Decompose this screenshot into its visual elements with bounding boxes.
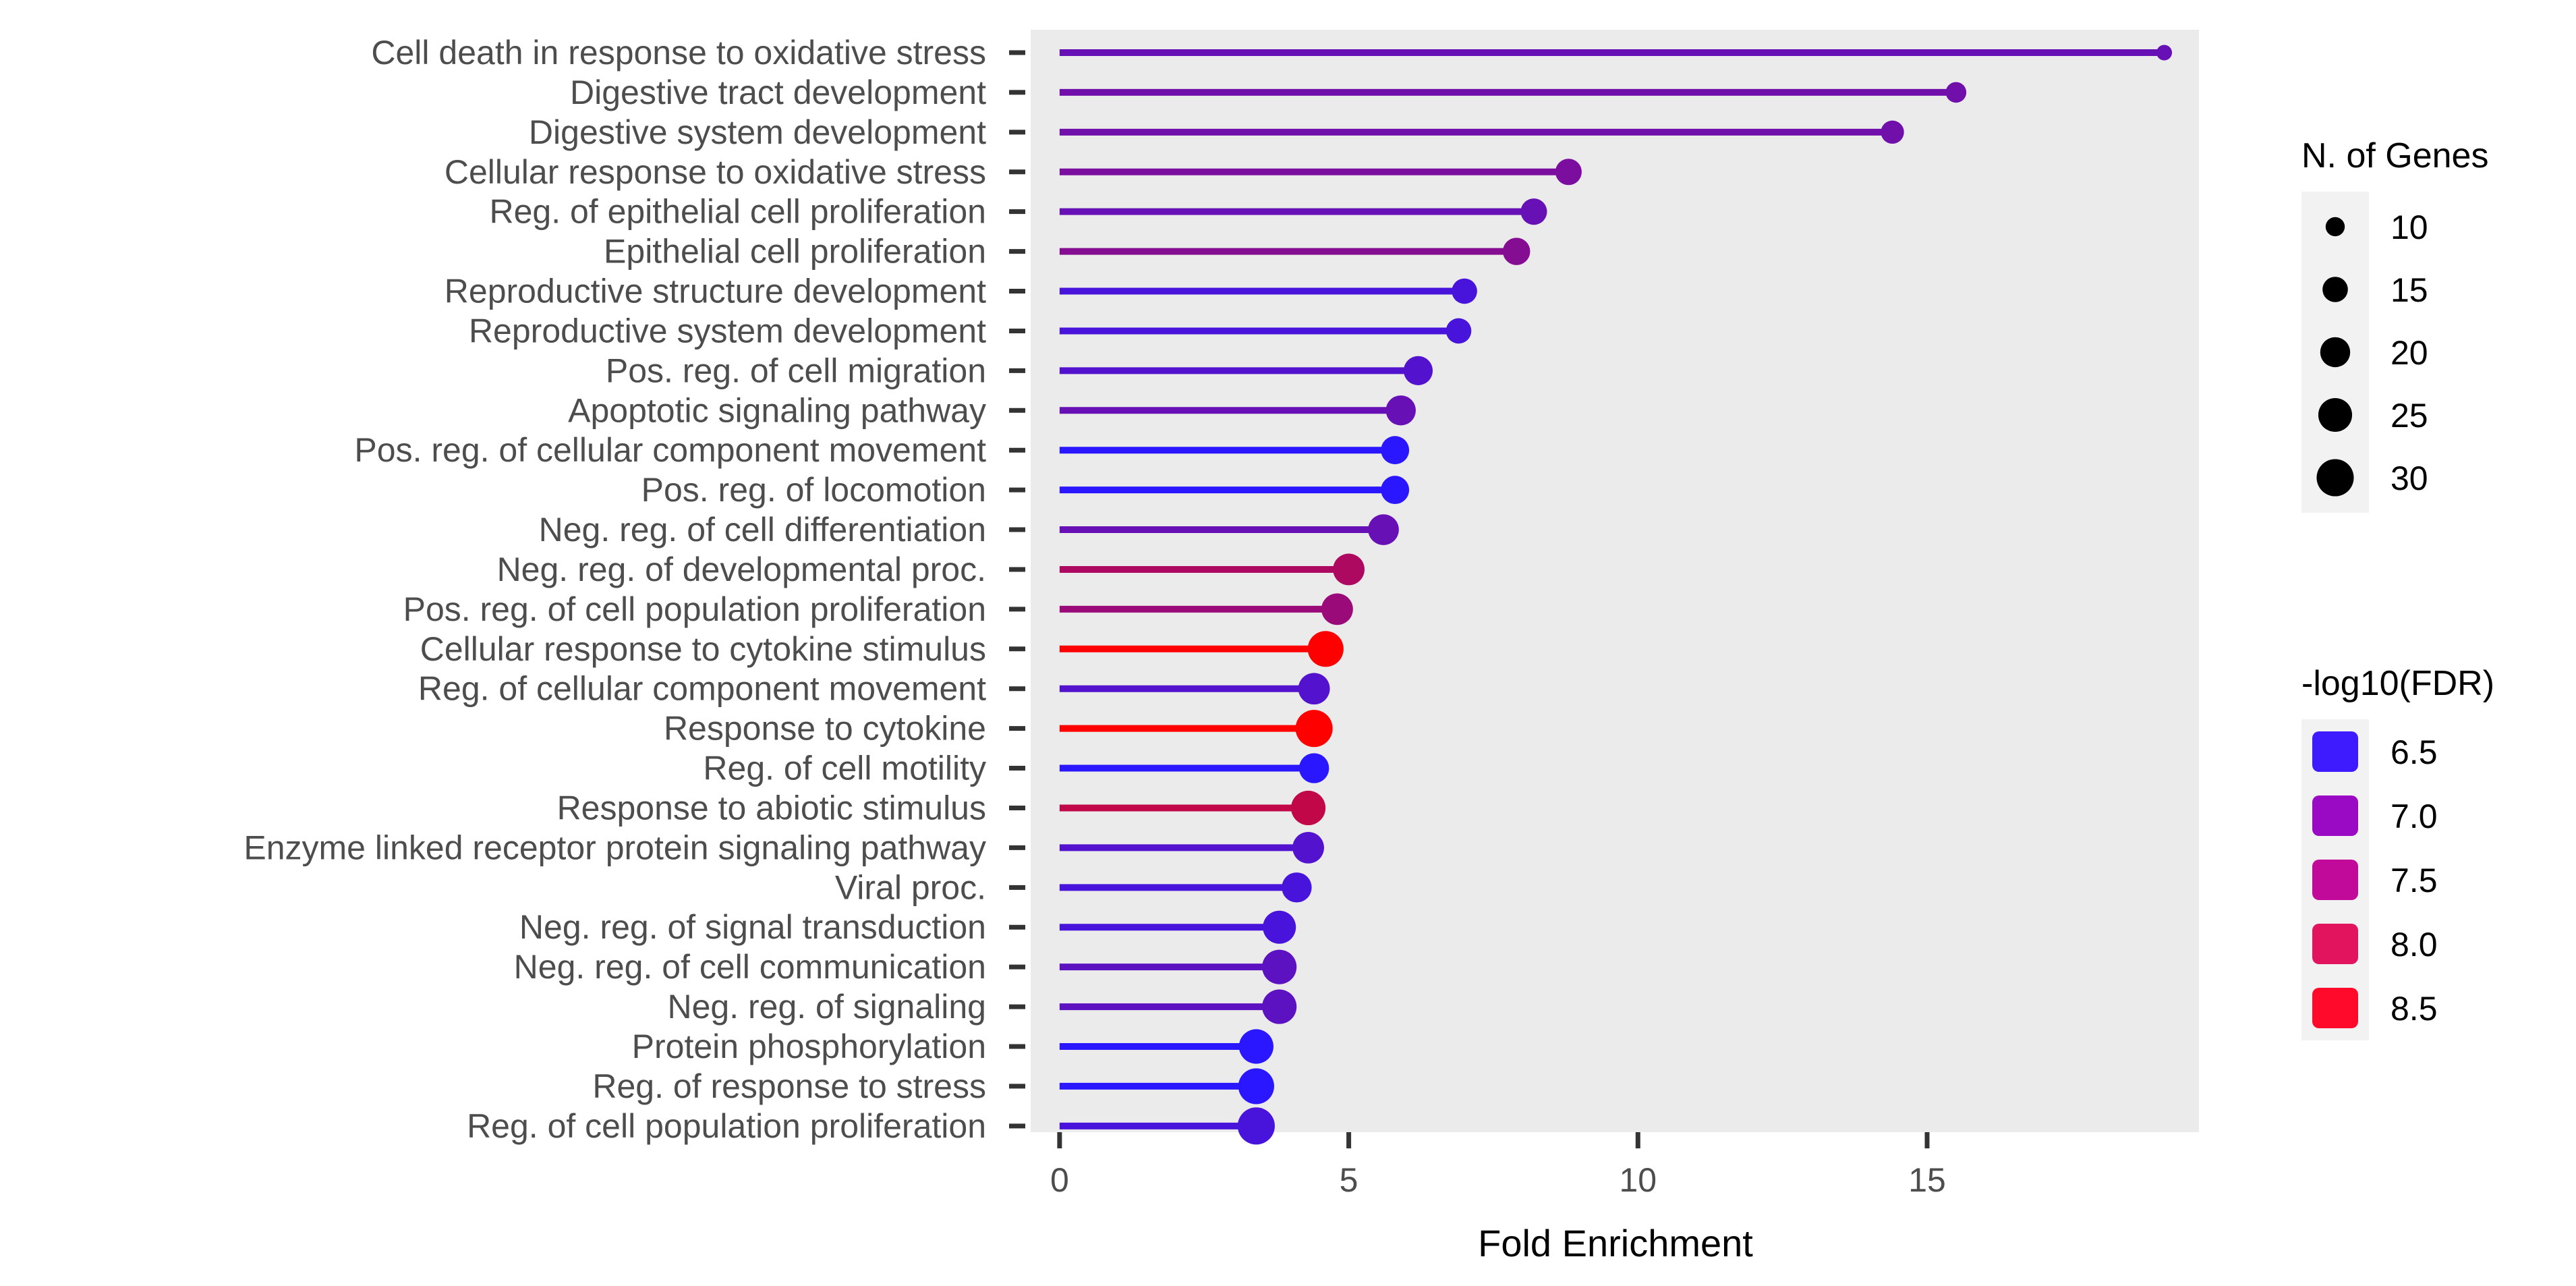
category-label: Apoptotic signaling pathway	[568, 391, 986, 429]
color-legend-swatch	[2312, 924, 2358, 964]
color-legend-swatch	[2312, 731, 2358, 772]
lollipop-point	[1298, 753, 1329, 783]
category-label: Neg. reg. of cell differentiation	[539, 511, 986, 549]
lollipop-point	[1403, 356, 1433, 385]
category-label: Reg. of cell population proliferation	[467, 1107, 986, 1145]
category-label: Neg. reg. of signal transduction	[519, 908, 986, 946]
size-legend-dot	[2318, 397, 2353, 432]
color-legend: -log10(FDR) 6.5 7.0 7.5 8.0 8.5	[2301, 664, 2494, 1040]
category-label: Digestive system development	[529, 113, 986, 151]
category-label: Cellular response to cytokine stimulus	[420, 630, 986, 668]
lollipop-point	[1295, 710, 1333, 748]
x-tick-label: 10	[1619, 1161, 1657, 1199]
color-legend-title: -log10(FDR)	[2301, 664, 2494, 703]
size-legend-dot	[2322, 277, 2348, 302]
category-label: Epithelial cell proliferation	[604, 233, 986, 271]
lollipop-point	[1238, 1029, 1273, 1064]
color-legend-label: 8.5	[2391, 990, 2438, 1028]
category-label: Reg. of response to stress	[592, 1067, 986, 1105]
lollipop-point	[1452, 278, 1477, 304]
color-legend-swatch	[2312, 988, 2358, 1028]
category-label: Enzyme linked receptor protein signaling…	[244, 829, 986, 866]
category-label: Reproductive structure development	[445, 273, 986, 310]
lollipop-point	[1263, 910, 1296, 944]
category-label: Pos. reg. of cell population proliferati…	[403, 590, 986, 628]
category-label: Neg. reg. of cell communication	[514, 948, 986, 986]
lollipop-point	[1368, 514, 1399, 545]
lollipop-point	[1555, 159, 1582, 186]
color-legend-label: 6.5	[2391, 733, 2438, 771]
category-label: Digestive tract development	[570, 74, 986, 111]
category-label: Response to abiotic stimulus	[557, 789, 986, 827]
lollipop-point	[1290, 790, 1326, 826]
size-legend-label: 25	[2391, 397, 2428, 435]
lollipop-point	[1385, 395, 1416, 426]
lollipop-point	[1381, 476, 1410, 505]
size-legend-title: N. of Genes	[2301, 136, 2488, 175]
size-legend-label: 20	[2391, 334, 2428, 372]
lollipop-point	[1262, 989, 1297, 1024]
lollipop-points	[1237, 45, 2173, 1145]
lollipop-stems	[1059, 49, 2165, 1129]
color-legend-label: 8.0	[2391, 926, 2438, 963]
lollipop-point	[2156, 45, 2173, 61]
lollipop-point	[1446, 318, 1472, 344]
color-legend-label: 7.5	[2391, 862, 2438, 899]
category-label: Neg. reg. of signaling	[667, 988, 986, 1026]
category-label: Pos. reg. of cellular component movement	[354, 431, 986, 469]
category-label: Neg. reg. of developmental proc.	[497, 551, 986, 588]
x-axis-title: Fold Enrichment	[1478, 1222, 1753, 1264]
size-legend-dot	[2325, 217, 2345, 237]
lollipop-point	[1238, 1068, 1274, 1105]
lollipop-point	[1298, 673, 1330, 705]
y-axis-ticks	[1009, 50, 1025, 1129]
size-legend: N. of Genes 10 15 20 25 30	[2301, 136, 2488, 513]
size-legend-label: 15	[2391, 271, 2428, 309]
category-label: Reg. of epithelial cell proliferation	[489, 193, 986, 231]
size-legend-label: 10	[2391, 208, 2428, 246]
category-label: Pos. reg. of cell migration	[606, 352, 986, 389]
size-legend-label: 30	[2391, 459, 2428, 497]
lollipop-point	[1381, 436, 1410, 465]
category-label: Response to cytokine	[664, 710, 986, 748]
lollipop-point	[1520, 198, 1547, 225]
lollipop-point	[1262, 949, 1297, 984]
category-labels: Cell death in response to oxidative stre…	[244, 34, 986, 1145]
color-legend-swatch	[2312, 860, 2358, 900]
category-label: Pos. reg. of locomotion	[641, 471, 986, 509]
size-legend-dot	[2316, 459, 2354, 497]
x-tick-label: 0	[1050, 1161, 1069, 1199]
size-legend-dot	[2320, 337, 2351, 368]
lollipop-point	[1321, 593, 1353, 625]
category-label: Protein phosphorylation	[632, 1028, 986, 1065]
x-tick-label: 5	[1340, 1161, 1358, 1199]
color-legend-label: 7.0	[2391, 798, 2438, 835]
lollipop-point	[1502, 237, 1530, 265]
lollipop-point	[1292, 832, 1324, 864]
lollipop-point	[1307, 631, 1344, 667]
color-legend-swatch	[2312, 795, 2358, 836]
lollipop-point	[1945, 82, 1967, 103]
x-axis: 0 5 10 15	[1050, 1132, 1946, 1199]
category-label: Viral proc.	[835, 868, 986, 906]
category-label: Reg. of cell motility	[703, 750, 986, 787]
category-label: Reg. of cellular component movement	[418, 670, 986, 708]
lollipop-point	[1237, 1107, 1275, 1145]
category-label: Reproductive system development	[469, 312, 986, 350]
lollipop-point	[1282, 872, 1312, 903]
x-tick-label: 15	[1908, 1161, 1946, 1199]
category-label: Cell death in response to oxidative stre…	[371, 34, 986, 72]
lollipop-point	[1881, 120, 1904, 144]
category-label: Cellular response to oxidative stress	[445, 153, 986, 191]
lollipop-point	[1333, 553, 1365, 586]
